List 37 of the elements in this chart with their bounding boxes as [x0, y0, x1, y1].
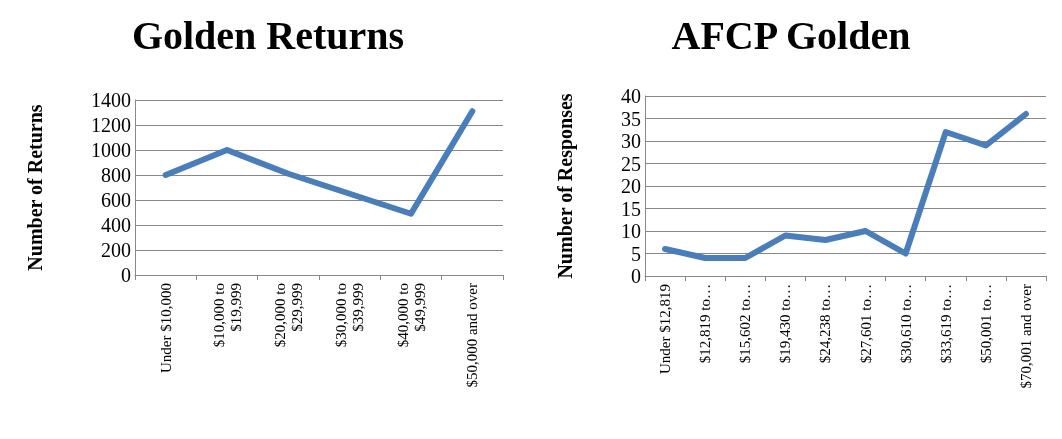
y-tick-label: 20	[621, 175, 641, 197]
y-tick-label: 5	[631, 242, 641, 265]
y-axis-title: Number of Returns	[24, 104, 46, 271]
x-tick-label: $70,001 and over	[1017, 284, 1034, 389]
chart-title: Golden Returns	[131, 12, 405, 58]
x-tick-label: $30,000 to $39,999	[333, 283, 367, 348]
y-axis-title: Number of Responses	[554, 93, 577, 279]
y-tick-label: 800	[101, 164, 131, 186]
y-tick-label: 10	[621, 220, 641, 242]
y-tick-label: 1400	[91, 89, 131, 111]
x-tick-label: $24,238 to…	[817, 284, 834, 364]
x-tick-label: $15,602 to…	[737, 284, 754, 364]
x-tick-label: $50,000 and over	[464, 283, 481, 388]
y-tick-label: 400	[101, 214, 131, 236]
y-tick-label: 25	[621, 152, 641, 175]
y-tick-label: 1000	[91, 139, 131, 161]
x-tick-label: $10,000 to $19,999	[210, 283, 244, 348]
x-tick-label: $20,000 to $29,999	[271, 283, 305, 348]
y-tick-label: 35	[621, 107, 641, 130]
y-tick-label: 600	[101, 189, 131, 211]
x-tick-label: Under $10,000	[157, 283, 174, 373]
y-tick-label: 1200	[91, 114, 131, 136]
y-tick-label: 0	[631, 265, 641, 287]
x-tick-label: $33,619 to…	[937, 284, 954, 364]
y-tick-label: 200	[101, 239, 131, 261]
y-tick-label: 15	[621, 197, 641, 220]
x-tick-label: Under $12,819	[657, 284, 674, 374]
y-tick-label: 0	[121, 264, 131, 286]
x-tick-label: $12,819 to…	[697, 284, 714, 364]
x-tick-label: $40,000 to $49,999	[394, 283, 428, 348]
x-tick-label: $30,610 to…	[897, 284, 914, 364]
x-tick-label: $50,001 to…	[977, 284, 994, 364]
y-tick-label: 30	[621, 130, 641, 152]
x-tick-label: $19,430 to…	[777, 284, 794, 364]
chart-title: AFCP Golden	[671, 12, 911, 58]
x-tick-label: $27,601 to…	[857, 284, 874, 364]
y-tick-label: 40	[621, 85, 641, 107]
